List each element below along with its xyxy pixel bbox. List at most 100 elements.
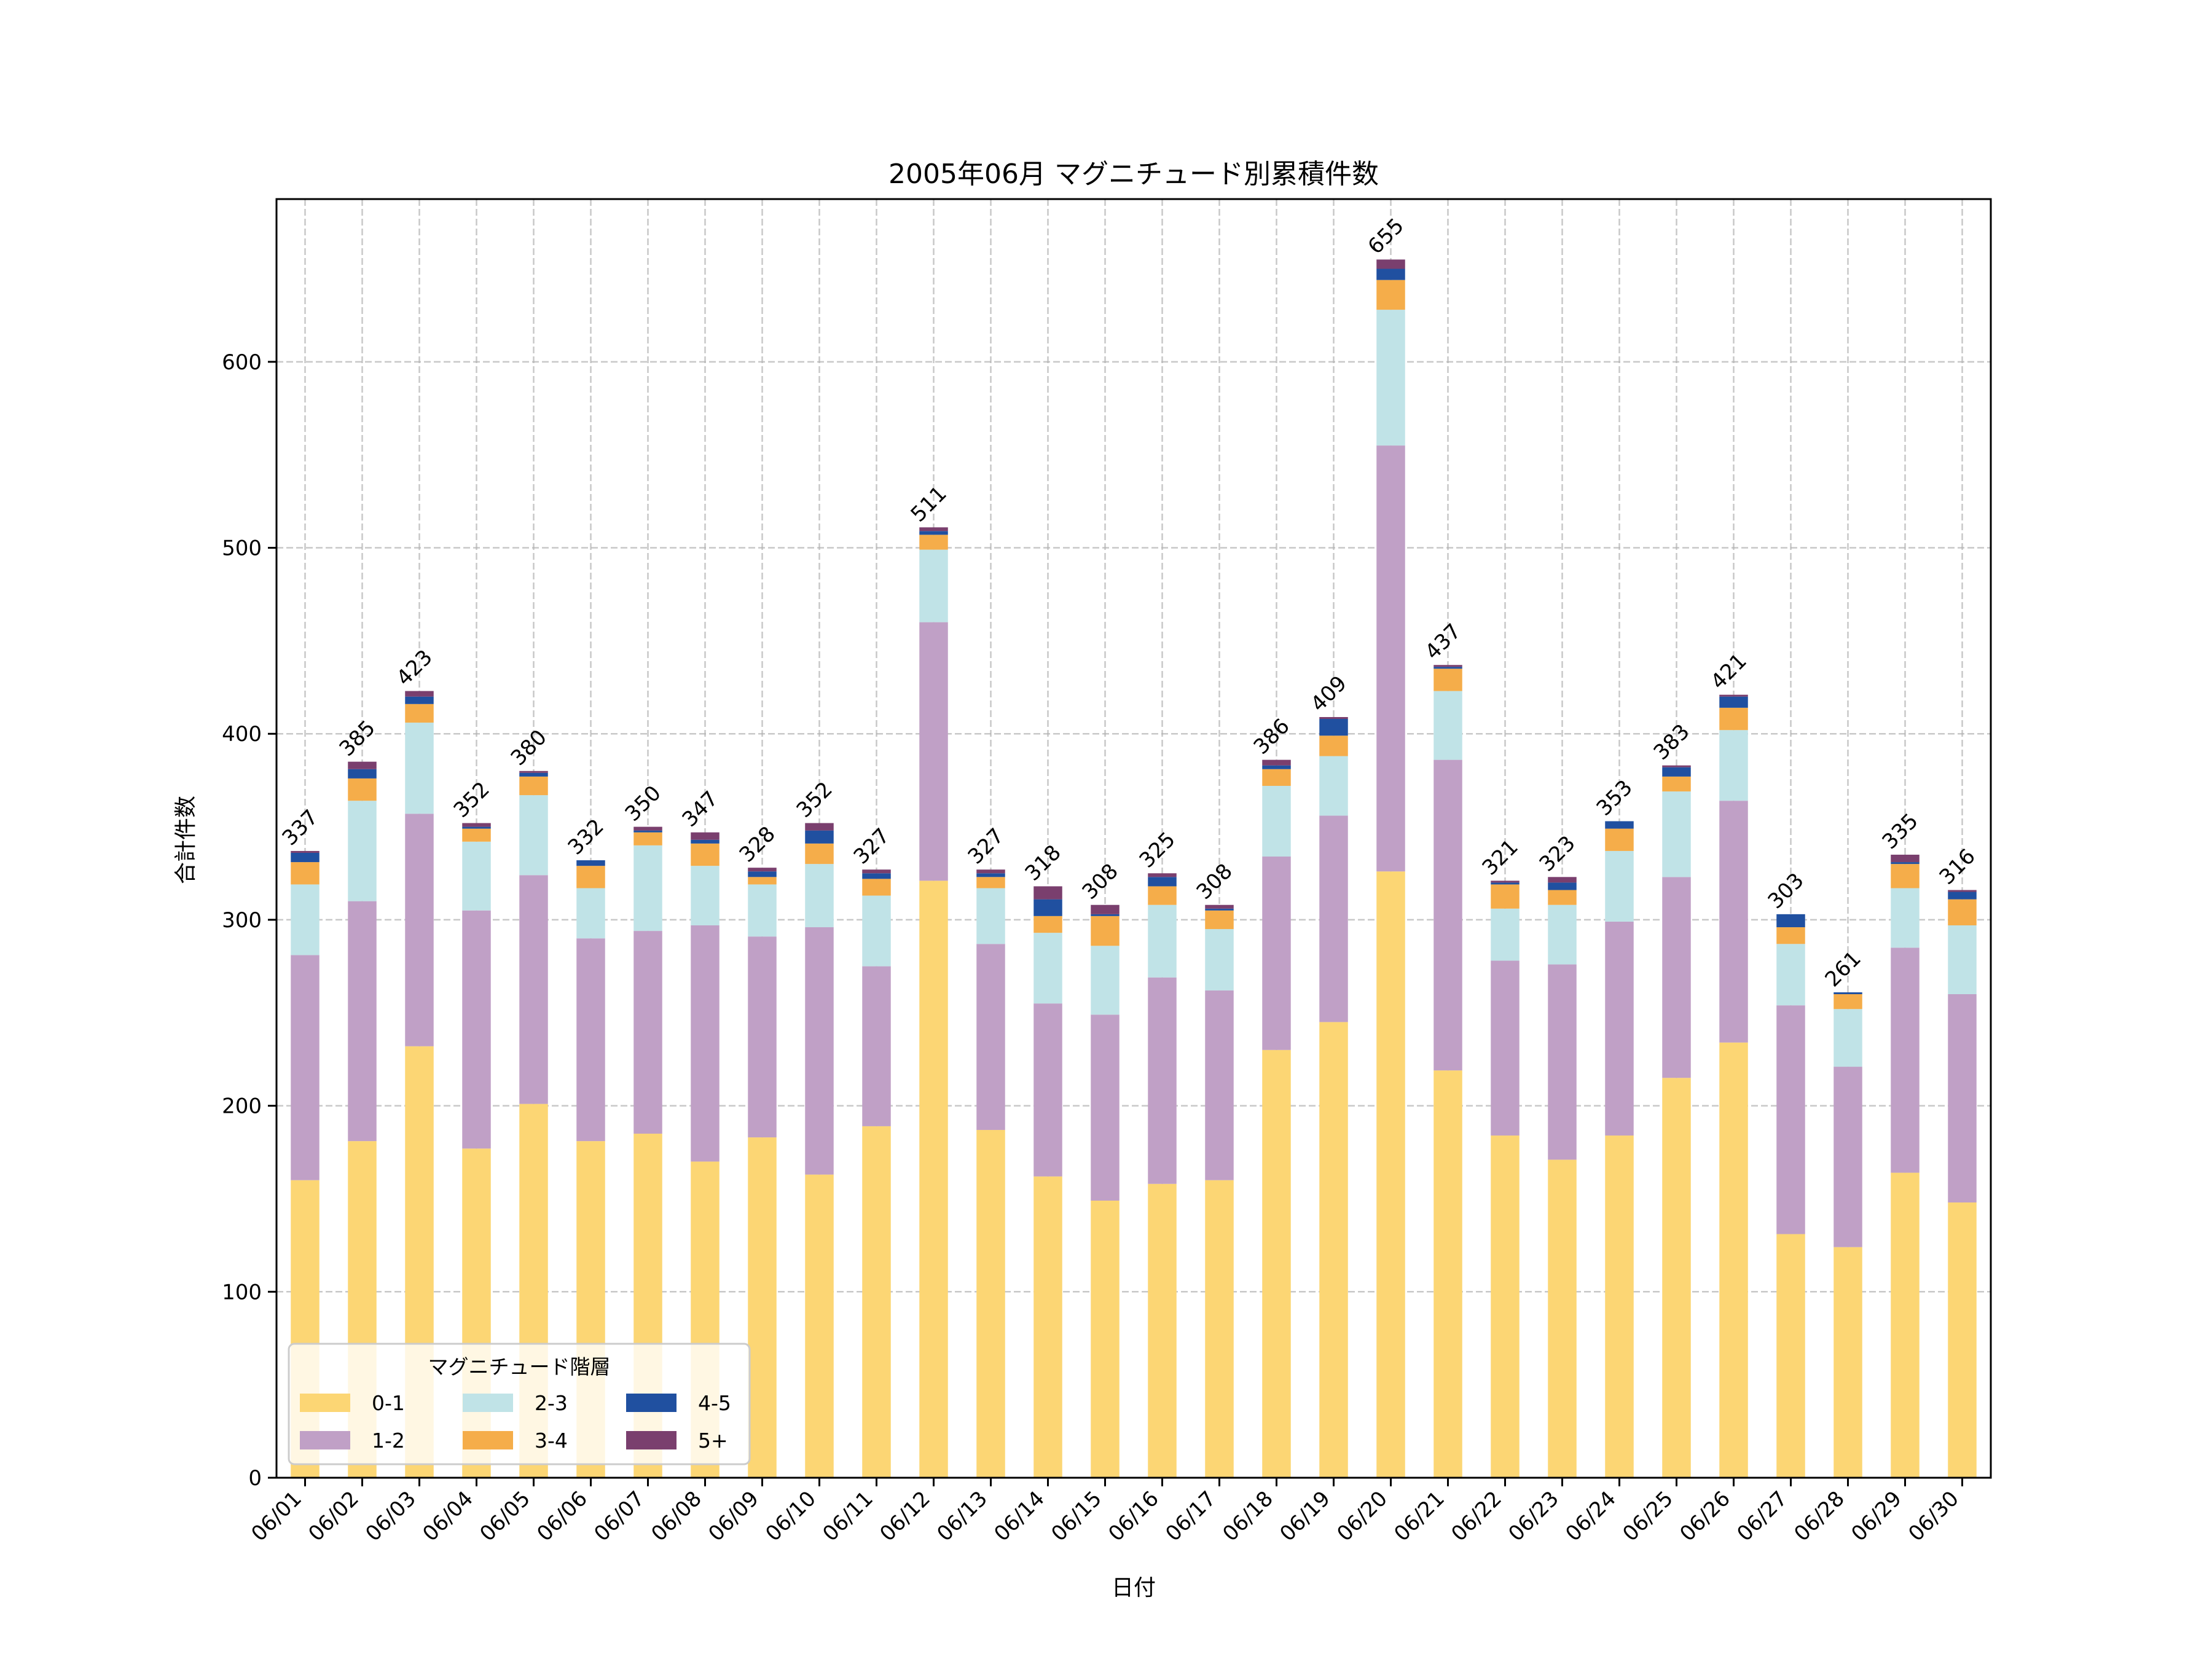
bar-segment-3-4-06-04 [462,828,491,842]
bar-segment-4-5-06-18 [1262,765,1291,769]
bar-segment-1-2-06-26 [1719,801,1748,1043]
bar-segment-5plus-06-08 [691,832,720,840]
bar-segment-4-5-06-24 [1605,821,1634,829]
bar-segment-0-1-06-15 [1091,1200,1120,1478]
legend-item-5plus: 5+ [626,1429,728,1453]
bar-segment-0-1-06-18 [1262,1049,1291,1478]
bar-segment-3-4-06-10 [805,843,834,865]
bar-segment-3-4-06-14 [1033,916,1062,933]
bar-segment-5plus-06-01 [291,850,320,853]
bar-segment-0-1-06-19 [1319,1022,1348,1478]
bar-segment-5plus-06-03 [405,691,434,697]
bar-segment-2-3-06-26 [1719,730,1748,801]
bar-segment-4-5-06-23 [1548,882,1577,890]
bar-segment-1-2-06-22 [1491,960,1520,1136]
legend-swatch [463,1394,513,1412]
y-tick-label: 200 [222,1094,262,1119]
bar-segment-1-2-06-03 [405,814,434,1046]
bar-segment-4-5-06-14 [1033,899,1062,916]
bar-segment-5plus-06-02 [348,761,377,769]
bar-segment-1-2-06-07 [633,931,662,1134]
bar-segment-5plus-06-16 [1148,873,1177,877]
bar-segment-3-4-06-26 [1719,707,1748,731]
legend-label: 0-1 [372,1391,405,1415]
bar-segment-3-4-06-17 [1205,910,1234,930]
legend-item-2-3: 2-3 [463,1391,568,1415]
y-tick-label: 0 [248,1466,262,1491]
bar-segment-3-4-06-21 [1433,669,1462,691]
bar-segment-1-2-06-08 [691,925,720,1162]
bar-segment-0-1-06-27 [1776,1234,1805,1478]
bar-segment-3-4-06-03 [405,704,434,723]
bar-segment-2-3-06-02 [348,801,377,901]
legend-label: 4-5 [698,1391,731,1415]
legend-swatch [463,1431,513,1449]
bar-segment-4-5-06-25 [1662,767,1691,777]
bar-segment-2-3-06-23 [1548,904,1577,965]
bar-segment-2-3-06-09 [748,884,777,937]
bar-segment-1-2-06-06 [576,938,605,1142]
bar-segment-5plus-06-10 [805,823,834,831]
bar-segment-1-2-06-05 [519,875,548,1104]
bar-segment-1-2-06-10 [805,927,834,1175]
bar-segment-3-4-06-20 [1376,280,1405,310]
bar-segment-0-1-06-13 [976,1129,1005,1478]
bar-segment-3-4-06-19 [1319,735,1348,756]
bar-segment-3-4-06-13 [976,877,1005,888]
bar-segment-1-2-06-25 [1662,877,1691,1078]
bar-segment-4-5-06-10 [805,830,834,844]
bar-segment-5plus-06-26 [1719,694,1748,697]
bar-segment-5plus-06-05 [519,771,548,773]
bar-segment-2-3-06-10 [805,864,834,928]
bar-segment-5plus-06-14 [1033,886,1062,900]
bar-segment-4-5-06-08 [691,839,720,844]
bar-segment-3-4-06-02 [348,778,377,801]
legend-swatch [300,1431,350,1449]
bar-segment-5plus-06-30 [1948,890,1977,892]
bar-segment-2-3-06-04 [462,841,491,911]
bar-segment-5plus-06-23 [1548,877,1577,883]
bar-segment-1-2-06-12 [919,622,948,881]
bar-segment-2-3-06-21 [1433,691,1462,760]
bar-segment-2-3-06-29 [1891,888,1920,948]
bar-segment-0-1-06-09 [748,1137,777,1478]
bar-segment-3-4-06-15 [1091,916,1120,946]
bar-segment-2-3-06-25 [1662,791,1691,877]
bar-segment-0-1-06-12 [919,880,948,1478]
bar-segment-2-3-06-12 [919,549,948,622]
bar-segment-5plus-06-13 [976,869,1005,874]
bar-segment-3-4-06-11 [862,879,891,896]
bar-segment-2-3-06-20 [1376,310,1405,446]
bar-segment-0-1-06-20 [1376,871,1405,1478]
bar-segment-2-3-06-01 [291,884,320,955]
bar-segment-2-3-06-27 [1776,944,1805,1006]
bar-segment-0-1-06-10 [805,1174,834,1478]
y-tick-label: 400 [222,722,262,747]
bar-segment-2-3-06-14 [1033,933,1062,1004]
bar-segment-1-2-06-11 [862,966,891,1126]
bar-segment-5plus-06-25 [1662,765,1691,767]
bar-segment-4-5-06-06 [576,860,605,866]
bar-segment-4-5-06-03 [405,696,434,704]
bar-segment-2-3-06-06 [576,888,605,939]
bar-segment-0-1-06-22 [1491,1135,1520,1478]
bar-segment-3-4-06-18 [1262,769,1291,786]
bar-segment-2-3-06-05 [519,795,548,876]
legend: マグニチュード階層 0-1 1-2 2-3 3-4 4-5 5+ [288,1343,751,1465]
bar-segment-5plus-06-11 [862,869,891,874]
bar-segment-5plus-06-07 [633,826,662,831]
bar-segment-0-1-06-14 [1033,1176,1062,1478]
bar-segment-5plus-06-04 [462,823,491,827]
bar-segment-1-2-06-20 [1376,445,1405,872]
bar-segment-2-3-06-07 [633,845,662,931]
x-axis-label: 日付 [1112,1575,1156,1601]
bar-segment-4-5-06-11 [862,873,891,879]
bar-segment-3-4-06-28 [1834,994,1862,1010]
bar-segment-4-5-06-02 [348,769,377,779]
y-axis-label: 合計件数 [173,796,198,884]
bar-segment-4-5-06-16 [1148,877,1177,887]
y-axis-ticks: 0 100 200 300 400 500 600 [222,350,276,1491]
bar-segment-4-5-06-19 [1319,719,1348,736]
bar-segment-5plus-06-22 [1491,880,1520,883]
bar-segment-0-1-06-17 [1205,1180,1234,1478]
